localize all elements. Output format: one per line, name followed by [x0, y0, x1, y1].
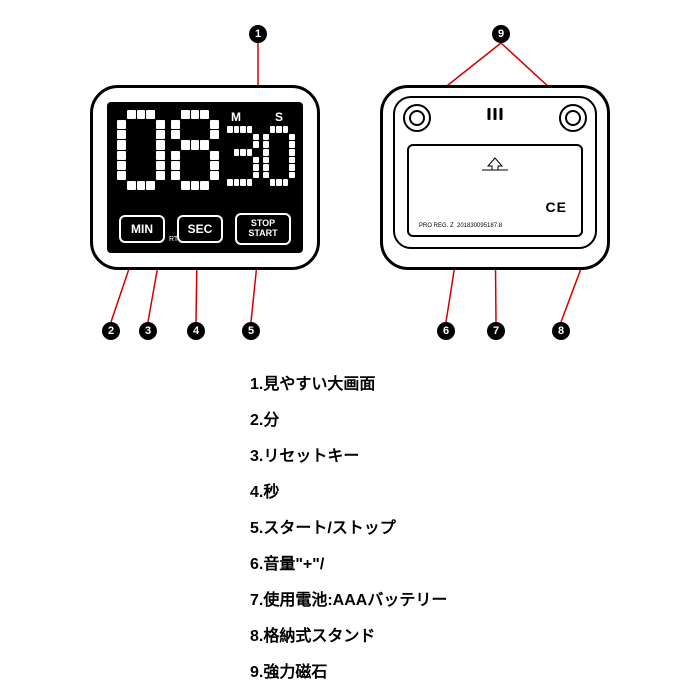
legend-item-3: 3.リセットキー [250, 442, 447, 466]
stop-start-button[interactable]: STOP START [235, 213, 291, 245]
battery-cover: CE PRO REG. Z 201830095187.8 [407, 144, 583, 237]
button-row: MIN RT SEC STOP START [107, 213, 303, 245]
legend-item-5: 5.スタート/ストップ [250, 514, 447, 538]
callout-8: 8 [552, 322, 570, 340]
callout-1: 1 [249, 25, 267, 43]
legend-item-6: 6.音量"+"/ [250, 550, 447, 574]
ms-labels: M S [227, 110, 295, 124]
digits-row: M S [117, 110, 293, 200]
legend-item-1: 1.見やすい大画面 [250, 370, 447, 394]
reg-text: PRO REG. Z 201830095187.8 [419, 223, 502, 229]
min-button[interactable]: MIN [119, 215, 165, 243]
legend-item-9: 9.強力磁石 [250, 658, 447, 682]
callout-6: 6 [437, 322, 455, 340]
speaker-grill [488, 108, 503, 120]
label-m: M [231, 110, 241, 124]
legend-item-2: 2.分 [250, 406, 447, 430]
legend-item-4: 4.秒 [250, 478, 447, 502]
diagram-stage: 123456789 M S MIN RT SEC STOP [0, 0, 700, 700]
callout-3: 3 [139, 322, 157, 340]
callout-2: 2 [102, 322, 120, 340]
small-digits [227, 126, 295, 186]
sec-button[interactable]: SEC [177, 215, 223, 243]
magnet-left [403, 104, 431, 132]
callout-4: 4 [187, 322, 205, 340]
legend-item-8: 8.格納式スタンド [250, 622, 447, 646]
timer-front: M S MIN RT SEC STOP START [90, 85, 320, 270]
lcd-screen: M S MIN RT SEC STOP START [107, 102, 303, 253]
rt-label: RT [169, 236, 178, 243]
ce-mark: CE [546, 199, 567, 215]
magnet-right [559, 104, 587, 132]
callout-7: 7 [487, 322, 505, 340]
callout-9: 9 [492, 25, 510, 43]
screw-arrow-icon [480, 156, 510, 172]
start-label: START [248, 229, 277, 239]
label-s: S [275, 110, 283, 124]
legend-item-7: 7.使用電池:AAAバッテリー [250, 586, 447, 610]
timer-back: CE PRO REG. Z 201830095187.8 [380, 85, 610, 270]
legend-list: 1.見やすい大画面 2.分 3.リセットキー 4.秒 5.スタート/ストップ 6.音量"+… [250, 370, 447, 694]
big-digits [117, 110, 219, 190]
callout-5: 5 [242, 322, 260, 340]
